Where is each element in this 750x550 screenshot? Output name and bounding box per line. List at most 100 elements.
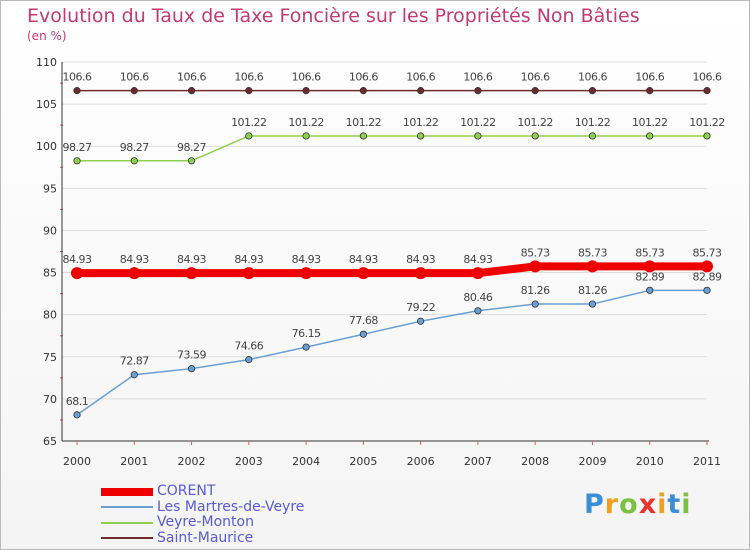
legend: CORENT Les Martres-de-Veyre Veyre-Monton… — [101, 484, 304, 546]
logo-letter: o — [619, 489, 639, 520]
data-point-les-martres-de-veyre — [359, 330, 367, 338]
data-label-corent: 84.93 — [120, 253, 149, 266]
y-tick-label: 75 — [43, 351, 57, 364]
y-tick-label: 65 — [43, 435, 57, 448]
data-point-les-martres-de-veyre — [646, 286, 654, 294]
legend-swatch-corent — [101, 487, 153, 496]
data-point-les-martres-de-veyre — [474, 307, 482, 315]
data-point-saint-maurice — [646, 87, 654, 95]
x-tick-label: 2007 — [464, 455, 492, 468]
data-point-veyre-monton — [245, 132, 253, 140]
data-label-veyre-monton: 101.22 — [575, 116, 611, 129]
data-label-saint-maurice: 106.6 — [578, 71, 607, 84]
data-point-corent — [128, 267, 141, 280]
y-tick-label: 100 — [36, 140, 57, 153]
data-label-les-martres-de-veyre: 79.22 — [406, 301, 435, 314]
data-point-veyre-monton — [646, 132, 654, 140]
data-point-veyre-monton — [703, 132, 711, 140]
data-label-les-martres-de-veyre: 68.1 — [66, 395, 89, 408]
data-label-saint-maurice: 106.6 — [120, 71, 149, 84]
x-tick-label: 2002 — [178, 455, 206, 468]
x-tick-label: 2009 — [578, 455, 606, 468]
legend-item-veyre-monton: Veyre-Monton — [101, 515, 304, 531]
x-tick-label: 2003 — [235, 455, 263, 468]
logo-letter: r — [604, 489, 620, 520]
logo-letter: i — [681, 489, 692, 520]
x-tick-label: 2011 — [693, 455, 721, 468]
data-label-les-martres-de-veyre: 82.89 — [693, 270, 722, 283]
data-label-veyre-monton: 101.22 — [231, 116, 267, 129]
legend-item-les-martres-de-veyre: Les Martres-de-Veyre — [101, 499, 304, 516]
data-label-les-martres-de-veyre: 76.15 — [292, 327, 321, 340]
data-label-corent: 85.73 — [521, 246, 550, 259]
x-tick-label: 2008 — [521, 455, 549, 468]
data-point-corent — [414, 267, 427, 280]
y-tick-label: 70 — [43, 393, 57, 406]
data-point-corent — [471, 267, 484, 280]
data-label-veyre-monton: 98.27 — [120, 141, 149, 154]
data-point-saint-maurice — [130, 87, 138, 95]
legend-swatch-les-martres-de-veyre — [101, 506, 153, 509]
data-label-corent: 84.93 — [234, 253, 263, 266]
data-point-veyre-monton — [187, 157, 196, 165]
data-label-saint-maurice: 106.6 — [521, 71, 550, 84]
data-label-corent: 84.93 — [63, 253, 92, 266]
data-point-corent — [586, 260, 599, 273]
data-point-les-martres-de-veyre — [130, 371, 138, 379]
x-tick-label: 2000 — [63, 455, 91, 468]
data-point-saint-maurice — [474, 87, 482, 95]
legend-swatch-saint-maurice — [101, 537, 153, 540]
data-point-saint-maurice — [245, 87, 253, 95]
logo-letter: t — [667, 489, 682, 520]
chart-title: Evolution du Taux de Taxe Foncière sur l… — [27, 5, 640, 27]
data-point-les-martres-de-veyre — [703, 286, 711, 294]
data-label-les-martres-de-veyre: 80.46 — [463, 291, 492, 304]
data-label-corent: 84.93 — [463, 253, 492, 266]
y-tick-label: 90 — [43, 224, 57, 237]
x-tick-label: 2006 — [407, 455, 435, 468]
data-point-corent — [643, 260, 656, 273]
legend-label: CORENT — [157, 483, 216, 500]
x-tick-label: 2010 — [636, 455, 664, 468]
data-label-saint-maurice: 106.6 — [693, 71, 722, 84]
data-point-les-martres-de-veyre — [245, 356, 253, 364]
data-label-veyre-monton: 101.22 — [632, 116, 668, 129]
data-point-les-martres-de-veyre — [302, 343, 310, 351]
data-point-les-martres-de-veyre — [187, 365, 196, 373]
data-label-veyre-monton: 101.22 — [403, 116, 439, 129]
data-point-veyre-monton — [417, 132, 425, 140]
data-label-les-martres-de-veyre: 72.87 — [120, 355, 149, 368]
data-label-saint-maurice: 106.6 — [635, 71, 664, 84]
data-label-saint-maurice: 106.6 — [63, 71, 92, 84]
data-label-veyre-monton: 101.22 — [288, 116, 324, 129]
data-label-les-martres-de-veyre: 81.26 — [578, 284, 607, 297]
data-label-saint-maurice: 106.6 — [463, 71, 492, 84]
data-point-saint-maurice — [187, 87, 196, 95]
y-axis-unit: (en %) — [27, 29, 67, 43]
data-label-les-martres-de-veyre: 77.68 — [349, 314, 378, 327]
data-label-saint-maurice: 106.6 — [292, 71, 321, 84]
logo-letter: x — [638, 489, 658, 520]
data-point-saint-maurice — [703, 87, 711, 95]
data-label-corent: 85.73 — [578, 246, 607, 259]
y-tick-label: 85 — [43, 267, 57, 280]
legend-label: Veyre-Monton — [157, 514, 254, 531]
data-point-corent — [242, 267, 255, 280]
series-line-corent — [73, 262, 711, 278]
data-label-les-martres-de-veyre: 81.26 — [521, 284, 550, 297]
data-label-corent: 85.73 — [635, 246, 664, 259]
data-label-les-martres-de-veyre: 74.66 — [234, 340, 263, 353]
data-label-veyre-monton: 98.27 — [177, 141, 206, 154]
data-label-veyre-monton: 101.22 — [517, 116, 553, 129]
data-label-corent: 84.93 — [406, 253, 435, 266]
data-label-veyre-monton: 101.22 — [689, 116, 725, 129]
legend-item-saint-maurice: Saint-Maurice — [101, 530, 304, 547]
y-tick-label: 110 — [36, 56, 57, 69]
data-label-corent: 85.73 — [693, 246, 722, 259]
data-label-saint-maurice: 106.6 — [177, 71, 206, 84]
data-point-corent — [185, 267, 198, 280]
data-point-corent — [529, 260, 542, 273]
data-label-saint-maurice: 106.6 — [349, 71, 378, 84]
data-point-saint-maurice — [531, 87, 539, 95]
